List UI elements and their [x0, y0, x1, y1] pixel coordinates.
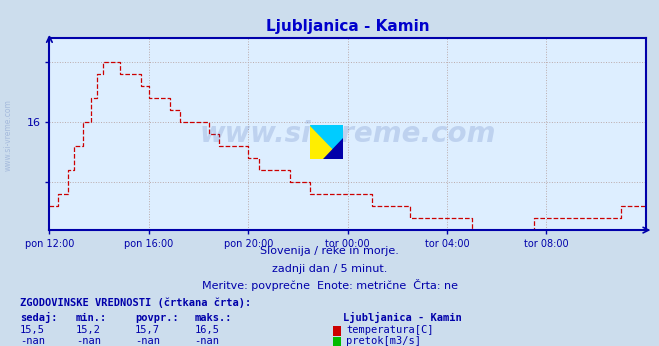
Text: povpr.:: povpr.: [135, 313, 179, 323]
Polygon shape [323, 138, 343, 159]
Text: maks.:: maks.: [194, 313, 232, 323]
Text: -nan: -nan [194, 336, 219, 346]
Title: Ljubljanica - Kamin: Ljubljanica - Kamin [266, 19, 430, 34]
Text: -nan: -nan [76, 336, 101, 346]
Text: 16,5: 16,5 [194, 325, 219, 335]
Text: pretok[m3/s]: pretok[m3/s] [346, 336, 421, 346]
Text: Ljubljanica - Kamin: Ljubljanica - Kamin [343, 312, 461, 323]
Text: 15,5: 15,5 [20, 325, 45, 335]
Text: -nan: -nan [135, 336, 160, 346]
Text: -nan: -nan [20, 336, 45, 346]
Text: Slovenija / reke in morje.: Slovenija / reke in morje. [260, 246, 399, 256]
Text: ZGODOVINSKE VREDNOSTI (črtkana črta):: ZGODOVINSKE VREDNOSTI (črtkana črta): [20, 298, 251, 308]
Text: min.:: min.: [76, 313, 107, 323]
Text: www.si-vreme.com: www.si-vreme.com [3, 99, 13, 171]
Text: 15,7: 15,7 [135, 325, 160, 335]
Text: temperatura[C]: temperatura[C] [346, 325, 434, 335]
Polygon shape [310, 125, 343, 159]
Text: sedaj:: sedaj: [20, 312, 57, 323]
Text: 15,2: 15,2 [76, 325, 101, 335]
Text: zadnji dan / 5 minut.: zadnji dan / 5 minut. [272, 264, 387, 274]
Text: www.si-vreme.com: www.si-vreme.com [200, 120, 496, 148]
Text: Meritve: povprečne  Enote: metrične  Črta: ne: Meritve: povprečne Enote: metrične Črta:… [202, 279, 457, 291]
Polygon shape [310, 125, 343, 159]
